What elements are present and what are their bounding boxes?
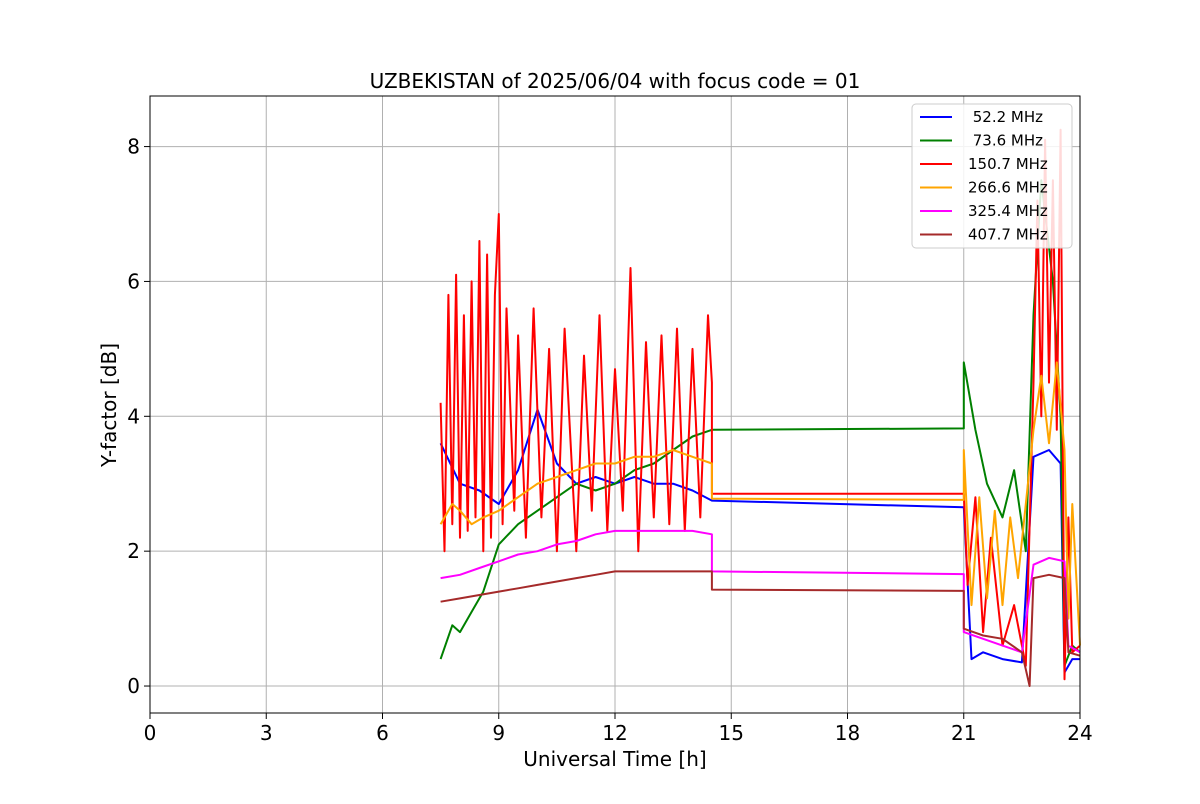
series-line [440,570,1081,687]
y-tick-label: 4 [127,404,140,428]
legend-label: 52.2 MHz [968,108,1043,126]
y-tick-label: 0 [127,674,140,698]
series-line [440,529,1081,654]
legend-label: 407.7 MHz [968,226,1048,244]
x-tick-label: 24 [1067,721,1092,745]
series-line [439,128,1081,681]
x-tick-label: 18 [835,721,860,745]
legend-label: 325.4 MHz [968,202,1048,220]
x-tick-label: 12 [602,721,627,745]
x-axis-label: Universal Time [h] [523,747,706,771]
y-tick-label: 6 [127,269,140,293]
x-tick-label: 0 [144,721,157,745]
x-tick-label: 15 [719,721,744,745]
plot-series [439,128,1081,687]
y-axis-label: Y-factor [dB] [97,343,121,468]
x-tick-label: 3 [260,721,273,745]
y-tick-label: 2 [127,539,140,563]
series-line [439,361,1081,646]
legend-label: 266.6 MHz [968,179,1048,197]
x-tick-label: 9 [492,721,505,745]
legend-label: 150.7 MHz [968,155,1048,173]
x-tick-label: 21 [951,721,976,745]
legend: 52.2 MHz 73.6 MHz 150.7 MHz 266.6 MHz 325.4… [911,103,1073,249]
series-line [439,408,1080,674]
y-tick-label: 8 [127,135,140,159]
x-tick-label: 6 [376,721,389,745]
legend-label: 73.6 MHz [968,132,1043,150]
chart-title: UZBEKISTAN of 2025/06/04 with focus code… [370,69,861,93]
series-line [439,179,1081,667]
